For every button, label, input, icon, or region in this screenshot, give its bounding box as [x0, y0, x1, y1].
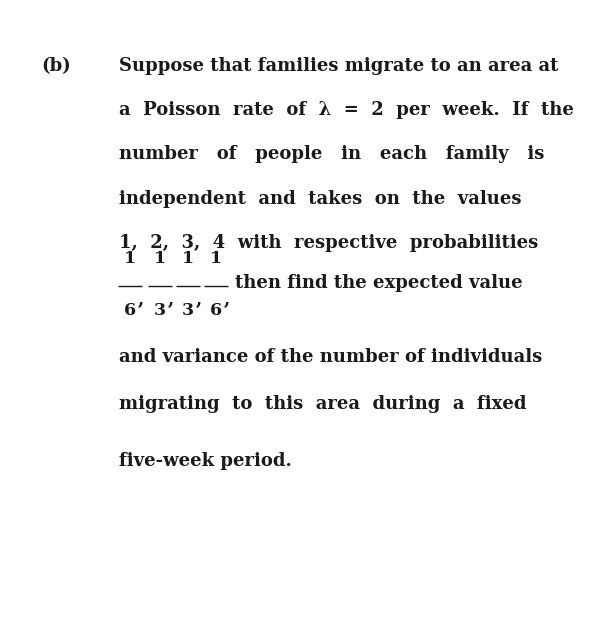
Text: and variance of the number of individuals: and variance of the number of individual…: [119, 348, 542, 365]
Text: 6: 6: [124, 303, 136, 319]
Text: ,: ,: [168, 291, 174, 308]
Text: 3: 3: [154, 303, 166, 319]
Text: 6: 6: [210, 303, 222, 319]
Text: ,: ,: [196, 291, 202, 308]
Text: migrating  to  this  area  during  a  fixed: migrating to this area during a fixed: [119, 395, 527, 413]
Text: independent  and  takes  on  the  values: independent and takes on the values: [119, 190, 522, 207]
Text: five-week period.: five-week period.: [119, 452, 292, 470]
Text: 3: 3: [182, 303, 194, 319]
Text: ,: ,: [224, 291, 230, 308]
Text: Suppose that families migrate to an area at: Suppose that families migrate to an area…: [119, 57, 558, 75]
Text: 1: 1: [154, 250, 166, 267]
Text: 1,  2,  3,  4  with  respective  probabilities: 1, 2, 3, 4 with respective probabilities: [119, 234, 538, 252]
Text: number   of   people   in   each   family   is: number of people in each family is: [119, 145, 545, 163]
Text: then find the expected value: then find the expected value: [235, 274, 523, 292]
Text: 1: 1: [210, 250, 222, 267]
Text: ,: ,: [138, 291, 144, 308]
Text: a  Poisson  rate  of  λ  =  2  per  week.  If  the: a Poisson rate of λ = 2 per week. If the: [119, 101, 574, 119]
Text: 1: 1: [124, 250, 136, 267]
Text: (b): (b): [42, 57, 72, 75]
Text: 1: 1: [182, 250, 194, 267]
